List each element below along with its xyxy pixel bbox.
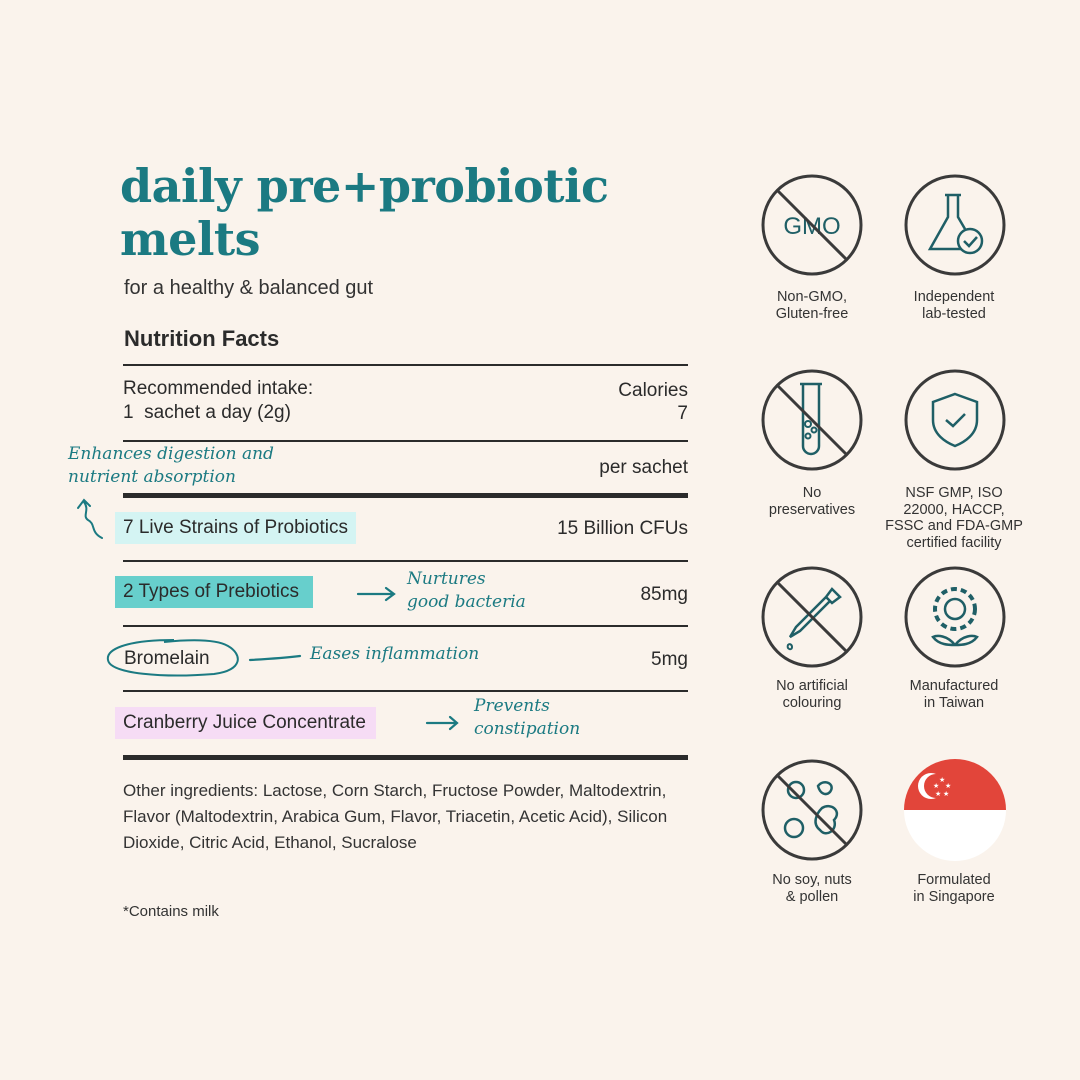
badge-label-certified: NSF GMP, ISO 22000, HACCP, FSSC and FDA-GM… (870, 485, 1038, 551)
badge-label-no-colouring: No artificial colouring (737, 678, 887, 711)
intake-label: Recommended intake: (123, 378, 314, 399)
svg-text:★: ★ (935, 790, 941, 798)
badge-label-singapore: Formulated in Singapore (879, 872, 1029, 905)
divider (123, 440, 688, 442)
label-line: Formulated (917, 872, 991, 888)
label-line: certified facility (906, 534, 1002, 551)
no-gmo-icon: GMO (761, 174, 863, 276)
lab-flask-check-icon (904, 174, 1006, 276)
label-line: & pollen (785, 888, 839, 905)
other-ingredients: Other ingredients: Lactose, Corn Starch,… (123, 781, 668, 852)
label-line: preservatives (768, 501, 856, 518)
no-dropper-icon (761, 566, 863, 668)
title-line-2: melts (120, 212, 261, 266)
gear-plant-icon (904, 566, 1006, 668)
intake-value: 1 sachet a day (2g) (123, 402, 291, 423)
badge-label-lab-tested: Independent lab-tested (879, 289, 1029, 322)
annotation-line: Prevents (474, 696, 550, 716)
label-line: colouring (782, 694, 842, 711)
shield-check-icon (904, 369, 1006, 471)
svg-text:★: ★ (945, 782, 951, 790)
singapore-flag-icon: ★★ ★★ ★ (904, 759, 1006, 861)
allergen-note: *Contains milk (123, 903, 219, 920)
badge-label-taiwan: Manufactured in Taiwan (879, 678, 1029, 711)
curvy-arrow-icon (77, 498, 103, 539)
label-line: NSF GMP, ISO (905, 485, 1003, 501)
label-line: lab-tested (922, 305, 986, 322)
annotation-line: Nurtures (407, 569, 486, 589)
annotation-probiotics: Enhances digestion and nutrient absorpti… (68, 443, 274, 489)
arrow-right-icon (356, 586, 396, 602)
svg-text:★: ★ (943, 790, 949, 798)
svg-text:★: ★ (933, 782, 939, 790)
amount-probiotics: 15 Billion CFUs (557, 518, 688, 539)
label-line: No (802, 485, 822, 501)
no-soy-nuts-pollen-icon (761, 759, 863, 861)
annotation-line: good bacteria (407, 592, 526, 612)
annotation-line: nutrient absorption (68, 467, 236, 487)
amount-prebiotics: 85mg (640, 584, 688, 605)
divider (123, 560, 688, 562)
arrow-right-icon (425, 715, 459, 731)
divider (123, 364, 688, 366)
label-line: Manufactured (909, 678, 999, 694)
badge-label-non-gmo: Non-GMO, Gluten-free (737, 289, 887, 322)
no-preservatives-icon (761, 369, 863, 471)
badge-label-allergens: No soy, nuts & pollen (737, 872, 887, 905)
subtitle: for a healthy & balanced gut (124, 277, 374, 299)
divider-thick (123, 493, 688, 498)
annotation-line: constipation (474, 719, 581, 739)
dash-line-icon (248, 654, 302, 662)
hand-circle-icon (106, 639, 239, 677)
svg-text:★: ★ (939, 776, 945, 784)
label-line: in Taiwan (923, 694, 985, 711)
amount-bromelain: 5mg (651, 649, 688, 670)
title-line-1: daily pre+probiotic (120, 159, 609, 213)
label-line: 22000, HACCP, (903, 501, 1005, 518)
annotation-prebiotics: Nurtures good bacteria (407, 568, 526, 614)
annotation-bromelain: Eases inflammation (310, 644, 480, 664)
label-line: Gluten-free (775, 305, 849, 322)
label-line: in Singapore (913, 888, 995, 905)
ingredient-cranberry: Cranberry Juice Concentrate (115, 707, 376, 739)
ingredient-bromelain: Bromelain (124, 648, 210, 669)
label-line: FSSC and FDA-GMP (885, 518, 1023, 534)
annotation-line: Enhances digestion and (68, 444, 274, 464)
ingredient-prebiotics: 2 Types of Prebiotics (115, 576, 314, 608)
per-sachet-label: per sachet (599, 457, 688, 478)
divider (123, 625, 688, 627)
divider (123, 690, 688, 692)
nutrition-heading: Nutrition Facts (124, 326, 280, 351)
annotation-cranberry: Prevents constipation (474, 695, 580, 741)
calories-value: 7 (677, 403, 688, 424)
label-line: Independent (913, 289, 995, 305)
calories-label: Calories (618, 380, 688, 401)
label-line: Non-GMO, (776, 289, 848, 305)
label-line: No artificial (776, 678, 848, 694)
divider-thick (123, 755, 688, 760)
label-line: No soy, nuts (772, 872, 852, 888)
badge-label-no-preservatives: No preservatives (737, 485, 887, 518)
product-title: daily pre+probiotic melts (120, 160, 609, 266)
ingredient-probiotics: 7 Live Strains of Probiotics (115, 512, 356, 544)
